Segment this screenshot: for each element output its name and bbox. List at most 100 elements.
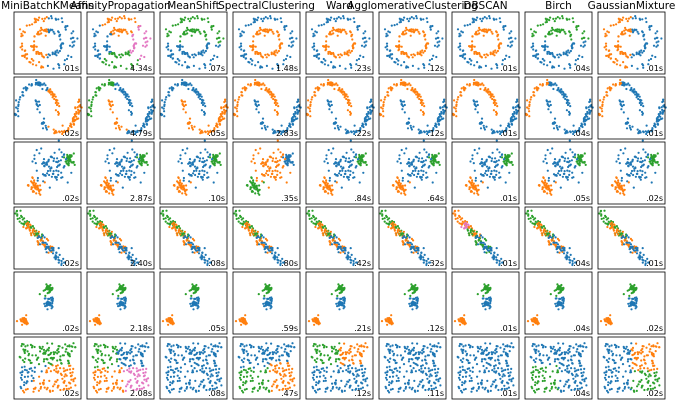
scatter-point [94,48,97,51]
scatter-point [91,98,94,101]
scatter-point [628,84,631,87]
scatter-point [497,159,500,162]
scatter-point [469,176,472,179]
time-label: .02s [62,129,79,138]
scatter-point [106,17,109,20]
scatter-panel: .12s [378,76,448,140]
scatter-point [215,37,219,40]
scatter-point [30,45,33,48]
scatter-point [205,38,208,41]
scatter-point [170,49,173,52]
scatter-point [473,78,476,82]
scatter-point [655,41,658,44]
scatter-point [104,160,107,163]
time-label: .22s [354,129,371,138]
scatter-point [45,53,48,57]
scatter-point [178,182,181,185]
time-label: .01s [646,64,663,73]
scatter-point [619,64,622,67]
scatter-point [351,44,354,48]
scatter-point [286,127,289,130]
scatter-point [626,161,629,164]
scatter-point [295,37,298,40]
scatter-point [483,53,486,57]
scatter-point [420,176,423,179]
scatter-point [255,104,258,107]
scatter-point [273,50,276,53]
scatter-point [183,100,187,103]
scatter-point [510,116,513,119]
scatter-point [15,99,18,102]
scatter-point [474,108,477,111]
scatter-point [247,24,250,27]
scatter-point [72,44,75,47]
scatter-point [251,182,254,185]
scatter-point [201,160,204,163]
scatter-point [570,33,573,36]
scatter-point [129,110,133,113]
scatter-point [63,130,66,133]
scatter-point [22,54,25,57]
scatter-point [336,34,339,37]
scatter-point [56,110,60,113]
scatter-point [546,192,549,195]
scatter-point [198,30,201,33]
scatter-point [297,109,300,112]
scatter-point [118,126,121,129]
scatter-point [250,231,253,234]
scatter-point [369,100,372,104]
scatter-point [296,117,299,120]
scatter-point [494,49,497,52]
scatter-point [544,35,547,38]
scatter-point [236,110,239,113]
scatter-point [403,111,406,114]
scatter-point [17,101,20,104]
scatter-point [547,108,550,111]
scatter-point [638,109,642,112]
scatter-point [131,64,134,67]
scatter-point [353,20,356,24]
scatter-point [52,67,55,70]
scatter-point [332,32,335,35]
scatter-point [124,252,128,255]
scatter-point [488,175,491,178]
scatter-point [252,179,255,182]
scatter-point [436,45,439,48]
scatter-point [249,234,252,237]
scatter-point [235,107,238,110]
scatter-point [151,109,154,112]
scatter-point [638,95,641,98]
scatter-point [324,182,327,185]
scatter-point [369,117,372,120]
scatter-point [90,110,93,113]
scatter-point [196,17,199,20]
scatter-point [330,16,333,19]
scatter-point [415,175,418,178]
scatter-point [145,44,148,47]
scatter-point [181,192,184,195]
scatter-point [568,30,571,33]
scatter-point [122,88,125,91]
scatter-point [442,111,445,114]
scatter-point [120,17,123,20]
scatter-point [48,186,51,189]
scatter-point [328,179,331,182]
scatter-point [181,50,184,54]
scatter-point [37,100,41,103]
scatter-point [47,17,50,20]
scatter-point [193,160,196,163]
scatter-point [101,229,104,232]
scatter-point [562,28,565,31]
scatter-point [565,17,568,20]
scatter-point [634,166,637,169]
scatter-point [36,236,39,239]
scatter-point [193,165,197,168]
scatter-point [57,102,60,105]
scatter-point [478,147,481,150]
scatter-point [628,34,631,37]
scatter-point [443,98,446,101]
scatter-point [51,172,55,175]
scatter-point [70,171,73,174]
scatter-point [54,95,57,98]
scatter-point [270,172,273,175]
